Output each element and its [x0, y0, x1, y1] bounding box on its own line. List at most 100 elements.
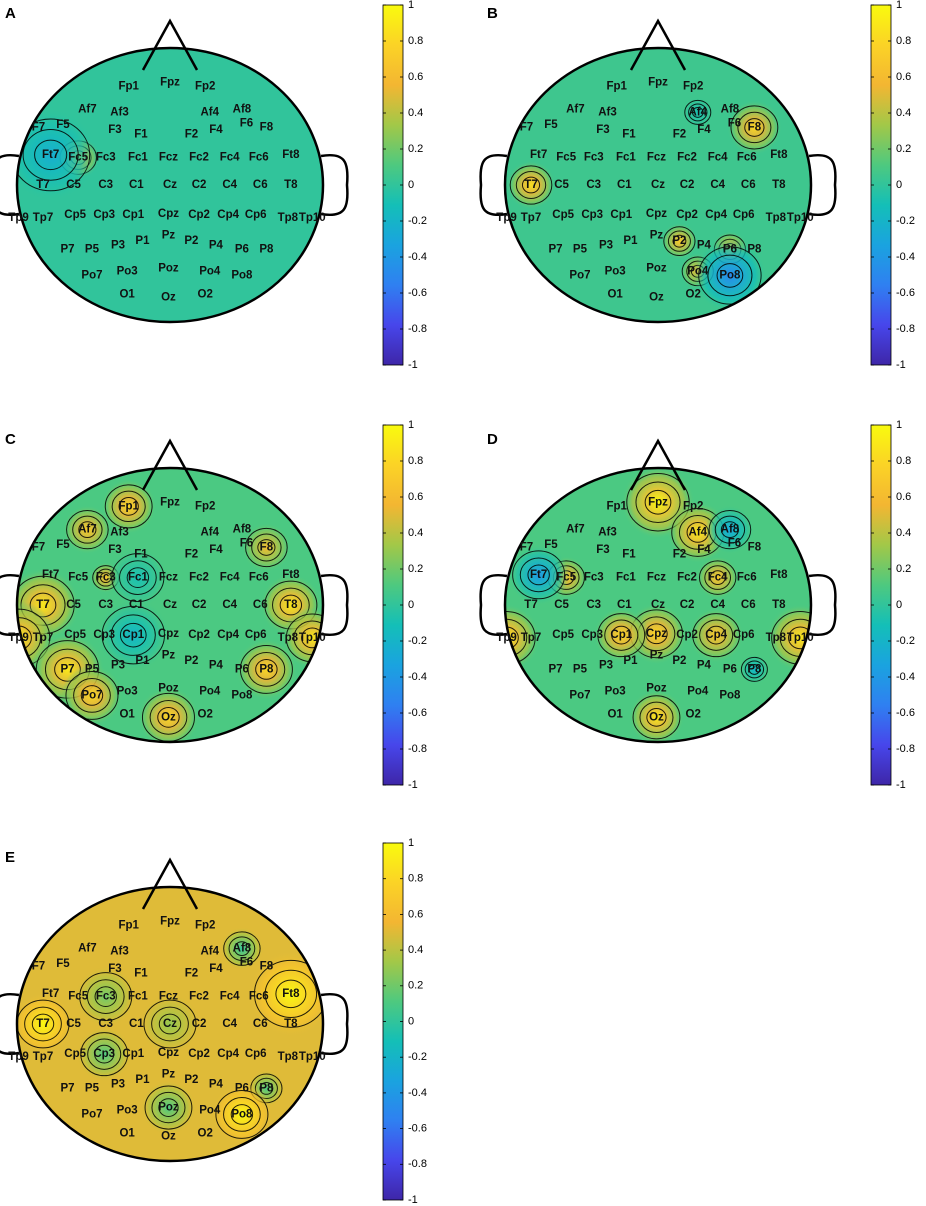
- electrode-label-fp1: Fp1: [606, 500, 627, 512]
- colorbar-tick-label: 1: [408, 837, 414, 849]
- electrode-label-cp2: Cp2: [188, 209, 210, 221]
- electrode-label-oz: Oz: [161, 1130, 176, 1142]
- colorbar-tick-label: 0.8: [896, 455, 911, 467]
- electrode-label-p2: P2: [672, 655, 686, 667]
- electrode-label-f7: F7: [520, 541, 533, 553]
- contour-line: [691, 106, 704, 118]
- colorbar-tick-label: -0.6: [408, 287, 427, 299]
- source-blob-poz: [140, 1080, 197, 1136]
- contour-line: [626, 473, 690, 532]
- colorbar-tick-label: 0: [408, 1015, 414, 1027]
- head-outline: [0, 438, 349, 744]
- electrode-label-f3: F3: [108, 124, 121, 136]
- electrode-label-c5: C5: [66, 179, 81, 191]
- colorbar-tick-label: 1: [896, 419, 902, 431]
- contour-line: [157, 706, 180, 728]
- contour-line: [151, 1006, 189, 1042]
- contour-line: [230, 1104, 254, 1125]
- source-blob-fc1: [107, 547, 169, 609]
- electrode-label-cp5: Cp5: [552, 209, 574, 221]
- contour-line: [24, 1006, 62, 1042]
- electrode-label-p8: P8: [259, 663, 274, 675]
- electrode-label-cz: Cz: [163, 1018, 177, 1030]
- electrode-label-fp2: Fp2: [683, 500, 703, 512]
- contour-line: [639, 701, 674, 734]
- contour-line: [730, 105, 779, 150]
- contour-line: [144, 1085, 193, 1130]
- source-blob-af4: [682, 97, 714, 128]
- colorbar-tick-label: 0: [408, 599, 414, 611]
- electrode-label-cp1: Cp1: [610, 209, 632, 221]
- electrode-label-c1: C1: [617, 599, 632, 611]
- electrode-label-poz: Poz: [646, 683, 667, 695]
- electrode-label-tp8: Tp8: [766, 212, 787, 224]
- electrode-label-po8: Po8: [719, 689, 741, 701]
- source-blob-af7: [62, 505, 112, 555]
- electrode-label-po3: Po3: [117, 1104, 138, 1116]
- electrode-label-oz: Oz: [649, 291, 664, 303]
- source-blob-cp1: [96, 598, 170, 672]
- colorbar-tick-label: 0.2: [408, 563, 423, 575]
- contour-line: [509, 165, 553, 205]
- electrode-label-ft8: Ft8: [770, 149, 788, 161]
- electrode-label-fc5: Fc5: [68, 152, 88, 164]
- electrode-label-p6: P6: [235, 243, 249, 255]
- electrode-label-f5: F5: [56, 119, 70, 131]
- electrode-label-ft7: Ft7: [530, 569, 547, 581]
- electrode-label-f5: F5: [56, 539, 70, 551]
- electrode-label-tp10: Tp10: [299, 212, 326, 224]
- electrode-label-c3: C3: [98, 1018, 113, 1030]
- electrode-label-p1: P1: [623, 655, 638, 667]
- electrode-label-tp7: Tp7: [33, 1051, 53, 1063]
- electrode-labels: Fp1 Fpz Fp2 Af7 Af3 Af4 Af8 F7 F5 F3 F1 F2 F4 F6 F8 Ft7…: [8, 915, 325, 1142]
- electrode-label-cpz: Cpz: [158, 208, 179, 220]
- contour-line: [698, 246, 762, 305]
- electrode-labels: Fp1 Fpz Fp2 Af7 Af3 Af4 Af8 F7 F5 F3 F1 F2 F4 F6 F8 Ft7…: [8, 496, 325, 723]
- electrode-labels: Fp1 Fpz Fp2 Af7 Af3 Af4 Af8 F7 F5 F3 F1 F2 F4 F6 F8 Ft7…: [496, 496, 813, 723]
- contour-line: [716, 263, 744, 288]
- nose-marker: [141, 438, 199, 491]
- electrode-label-f8: F8: [260, 121, 274, 133]
- electrode-label-p6: P6: [235, 1082, 249, 1094]
- electrode-label-poz: Poz: [158, 1102, 179, 1114]
- electrode-label-cpz: Cpz: [646, 208, 667, 220]
- electrode-label-c1: C1: [129, 599, 144, 611]
- colorbar-tick-label: 0.6: [408, 908, 423, 920]
- contour-line: [66, 510, 109, 550]
- electrode-label-o2: O2: [686, 709, 701, 721]
- electrode-label-po4: Po4: [199, 265, 221, 277]
- electrode-label-fc5: Fc5: [556, 572, 576, 584]
- panel-label: A: [5, 5, 16, 22]
- contour-line: [632, 695, 681, 740]
- colorbar-tick-label: 0.6: [896, 491, 911, 503]
- contour-line: [663, 226, 696, 257]
- contour-line: [73, 678, 111, 713]
- colorbar-tick-label: 0.6: [408, 71, 423, 83]
- contour-line: [151, 1091, 186, 1124]
- contour-line: [17, 118, 91, 192]
- left-ear: [479, 153, 508, 217]
- contour-line: [646, 707, 667, 727]
- electrode-label-c6: C6: [253, 1018, 268, 1030]
- electrode-label-cp5: Cp5: [64, 209, 86, 221]
- contour-line: [672, 234, 687, 248]
- colorbar-tick-label: 0.6: [408, 491, 423, 503]
- electrode-label-fpz: Fpz: [160, 915, 180, 927]
- nose-marker: [141, 18, 199, 71]
- colorbar-tick-label: -0.8: [408, 1158, 427, 1170]
- electrode-label-fp2: Fp2: [683, 80, 703, 92]
- contour-line: [737, 111, 772, 144]
- electrode-label-c2: C2: [680, 599, 695, 611]
- contour-line: [720, 521, 739, 539]
- electrode-label-fc5: Fc5: [68, 572, 88, 584]
- electrode-label-fcz: Fcz: [159, 152, 178, 164]
- right-ear: [320, 153, 349, 217]
- electrode-label-ft8: Ft8: [282, 149, 300, 161]
- electrode-label-ft7: Ft7: [530, 149, 547, 161]
- colorbar-tick-label: -0.8: [896, 323, 915, 335]
- electrode-label-tp7: Tp7: [33, 212, 53, 224]
- electrode-label-f2: F2: [185, 548, 198, 560]
- electrode-label-fc6: Fc6: [249, 991, 269, 1003]
